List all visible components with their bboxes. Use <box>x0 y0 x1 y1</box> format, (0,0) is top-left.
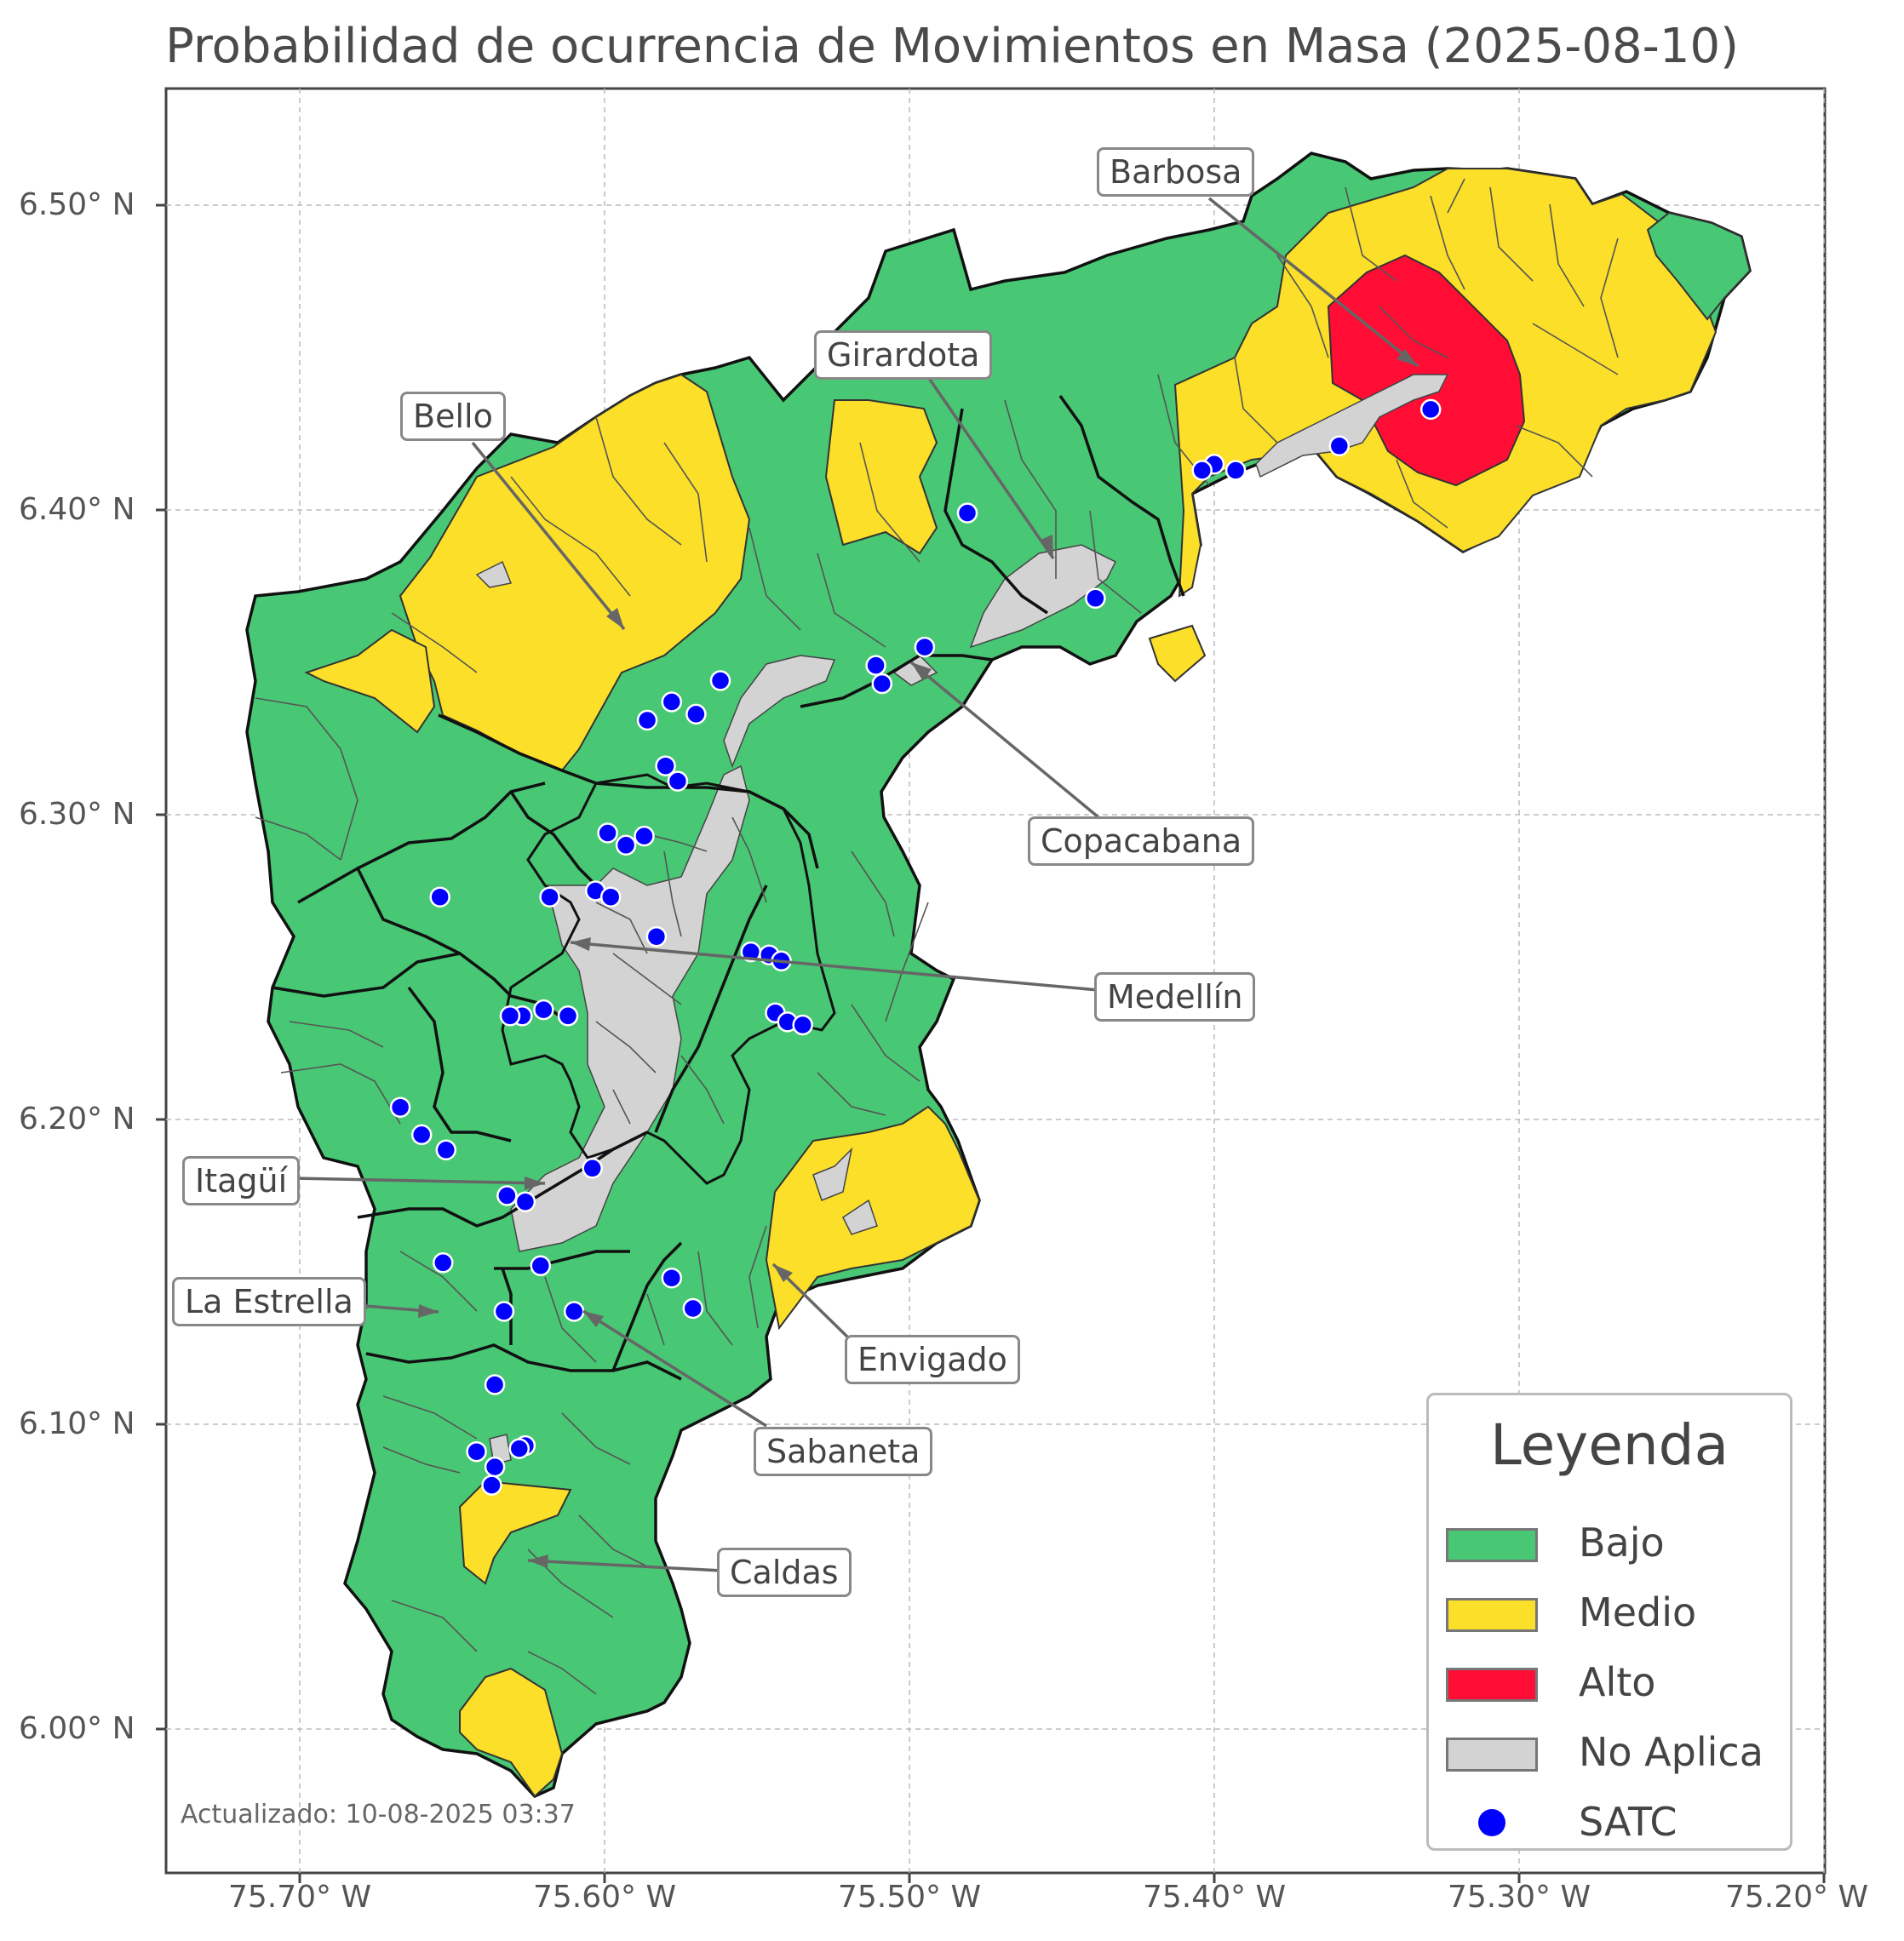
callout-bello: Bello <box>400 392 506 441</box>
bajo-ne-patch <box>1646 211 1752 321</box>
legend-label: SATC <box>1579 1799 1677 1845</box>
satc-station-marker <box>792 1014 813 1036</box>
satc-station-marker <box>615 834 637 856</box>
satc-station-marker <box>685 703 707 725</box>
satc-station-marker <box>530 1255 552 1277</box>
x-tick-label: 75.50° W <box>837 1880 982 1915</box>
y-tick-label: 6.10° N <box>19 1406 135 1441</box>
legend-dot-satc <box>1478 1809 1505 1836</box>
legend-label: No Aplica <box>1579 1729 1763 1775</box>
legend-item-bajo: Bajo <box>1446 1520 1786 1566</box>
satc-station-marker <box>435 1139 457 1161</box>
callout-girardota: Girardota <box>814 330 993 380</box>
municipal-borders <box>272 394 1185 1381</box>
x-tick-label: 75.30° W <box>1447 1880 1591 1915</box>
y-tick-label: 6.30° N <box>19 797 135 832</box>
satc-station-marker <box>634 825 655 847</box>
legend-swatch-bajo <box>1446 1528 1538 1562</box>
satc-station-marker <box>539 886 560 908</box>
callout-copacabana: Copacabana <box>1028 816 1255 866</box>
satc-station-marker <box>582 1158 603 1179</box>
legend-item-satc: SATC <box>1446 1799 1786 1845</box>
legend-swatch-alto <box>1446 1668 1538 1702</box>
satc-station-marker <box>484 1374 506 1395</box>
satc-station-marker <box>493 1301 515 1322</box>
satc-station-marker <box>667 770 689 792</box>
x-tick-label: 75.40° W <box>1142 1880 1287 1915</box>
callout-caldas: Caldas <box>717 1548 852 1597</box>
satc-station-marker <box>410 1124 433 1146</box>
legend-label: Alto <box>1579 1659 1656 1705</box>
legend-swatch-medio <box>1446 1598 1538 1632</box>
legend-swatch-no-aplica <box>1446 1738 1538 1772</box>
callout-itagui: Itagüí <box>182 1156 301 1205</box>
satc-station-marker <box>1085 587 1106 610</box>
satc-layer <box>389 398 1442 1496</box>
satc-station-marker <box>636 709 658 731</box>
callout-medellin: Medellín <box>1094 972 1256 1022</box>
legend-title: Leyenda <box>1489 1412 1729 1478</box>
satc-station-marker <box>499 1005 521 1027</box>
legend: Leyenda Bajo Medio Alto No Aplica SATC <box>1426 1393 1792 1851</box>
satc-station-marker <box>557 1005 579 1027</box>
medellin-border <box>501 773 836 1185</box>
satc-station-marker <box>914 636 936 658</box>
callout-arrowheads <box>418 349 1418 1568</box>
satc-station-marker <box>1191 460 1213 481</box>
x-tick-label: 75.20° W <box>1724 1880 1869 1915</box>
map-title: Probabilidad de ocurrencia de Movimiento… <box>165 19 1739 74</box>
satc-station-marker <box>956 502 978 524</box>
legend-label: Bajo <box>1579 1520 1665 1566</box>
y-tick-label: 6.50° N <box>19 187 135 222</box>
satc-station-marker <box>533 999 554 1021</box>
satc-station-marker <box>661 1267 683 1289</box>
legend-item-no-aplica: No Aplica <box>1446 1729 1786 1775</box>
satc-station-marker <box>466 1440 487 1463</box>
satc-station-marker <box>508 1438 530 1459</box>
satc-station-marker <box>655 755 676 776</box>
satc-station-marker <box>496 1185 518 1206</box>
callout-envigado: Envigado <box>845 1335 1020 1384</box>
tick-marks <box>156 203 1826 1883</box>
callout-sabaneta: Sabaneta <box>754 1427 933 1476</box>
satc-station-marker <box>1419 398 1442 421</box>
sub-boundaries <box>255 178 1619 1695</box>
satc-station-marker <box>563 1301 585 1322</box>
satc-station-marker <box>661 691 683 713</box>
x-tick-label: 75.60° W <box>532 1880 677 1915</box>
satc-station-marker <box>645 925 668 948</box>
satc-station-marker <box>389 1096 411 1118</box>
satc-station-marker <box>599 886 622 908</box>
legend-label: Medio <box>1579 1589 1697 1635</box>
satc-station-marker <box>514 1191 536 1212</box>
callout-la-estrella: La Estrella <box>172 1277 366 1326</box>
y-tick-label: 6.40° N <box>19 492 135 527</box>
satc-station-marker <box>871 673 893 695</box>
satc-station-marker <box>709 670 731 691</box>
satc-station-marker <box>1328 435 1351 457</box>
legend-item-alto: Alto <box>1446 1659 1786 1705</box>
satc-station-marker <box>433 1252 454 1274</box>
no-aplica-zones <box>475 374 1449 1465</box>
legend-item-medio: Medio <box>1446 1589 1786 1635</box>
satc-station-marker <box>682 1297 704 1320</box>
satc-station-marker <box>1224 460 1247 481</box>
y-tick-label: 6.20° N <box>19 1102 135 1137</box>
x-tick-label: 75.70° W <box>227 1880 372 1915</box>
satc-station-marker <box>597 822 618 844</box>
updated-timestamp: Actualizado: 10-08-2025 03:37 <box>181 1800 576 1829</box>
satc-station-marker <box>484 1456 506 1478</box>
satc-station-marker <box>429 886 450 908</box>
satc-station-marker <box>481 1474 502 1496</box>
y-tick-label: 6.00° N <box>19 1711 135 1746</box>
callout-barbosa: Barbosa <box>1097 147 1255 197</box>
satc-station-marker <box>865 655 886 676</box>
